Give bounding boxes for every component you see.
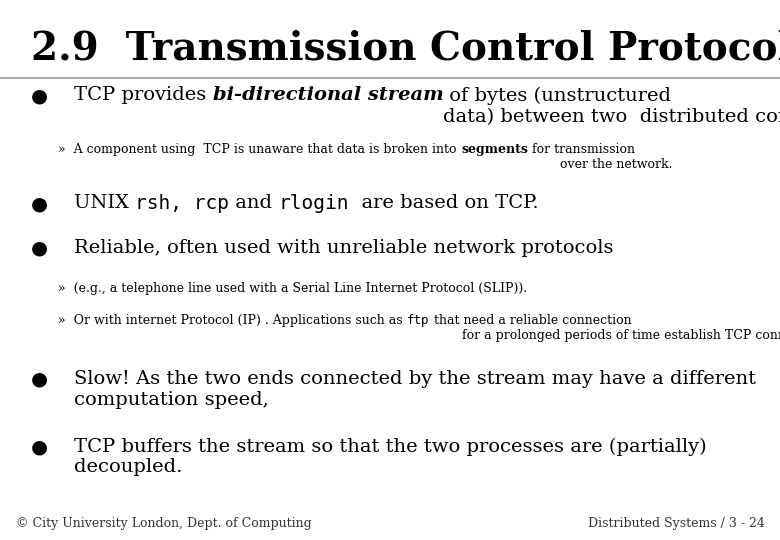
Text: »  A component using  TCP is unaware that data is broken into: » A component using TCP is unaware that …	[58, 143, 461, 156]
Text: TCP buffers the stream so that the two processes are (partially)
decoupled.: TCP buffers the stream so that the two p…	[74, 437, 707, 476]
Text: © City University London, Dept. of Computing: © City University London, Dept. of Compu…	[16, 517, 311, 530]
Text: ●: ●	[31, 437, 48, 456]
Text: ftp: ftp	[407, 314, 430, 327]
Text: of bytes (unstructured
data) between two  distributed components.: of bytes (unstructured data) between two…	[443, 86, 780, 126]
Text: bi-directional stream: bi-directional stream	[213, 86, 443, 104]
Text: »  (e.g., a telephone line used with a Serial Line Internet Protocol (SLIP)).: » (e.g., a telephone line used with a Se…	[58, 282, 527, 295]
Text: ●: ●	[31, 194, 48, 213]
Text: for transmission
        over the network.: for transmission over the network.	[528, 143, 672, 171]
Text: Slow! As the two ends connected by the stream may have a different
computation s: Slow! As the two ends connected by the s…	[74, 370, 756, 409]
Text: rsh, rcp: rsh, rcp	[135, 194, 229, 213]
Text: Reliable, often used with unreliable network protocols: Reliable, often used with unreliable net…	[74, 239, 614, 256]
Text: rlogin: rlogin	[278, 194, 349, 213]
Text: »  Or with internet Protocol (IP) . Applications such as: » Or with internet Protocol (IP) . Appli…	[58, 314, 407, 327]
Text: ●: ●	[31, 239, 48, 258]
Text: that need a reliable connection
        for a prolonged periods of time establis: that need a reliable connection for a pr…	[430, 314, 780, 342]
Text: ●: ●	[31, 86, 48, 105]
Text: are based on TCP.: are based on TCP.	[349, 194, 539, 212]
Text: Distributed Systems / 3 - 24: Distributed Systems / 3 - 24	[587, 517, 764, 530]
Text: 2.9  Transmission Control Protocol: TCP: 2.9 Transmission Control Protocol: TCP	[31, 30, 780, 68]
Text: TCP provides: TCP provides	[74, 86, 213, 104]
Text: and: and	[229, 194, 278, 212]
Text: ●: ●	[31, 370, 48, 389]
Text: segments: segments	[461, 143, 528, 156]
Text: UNIX: UNIX	[74, 194, 135, 212]
